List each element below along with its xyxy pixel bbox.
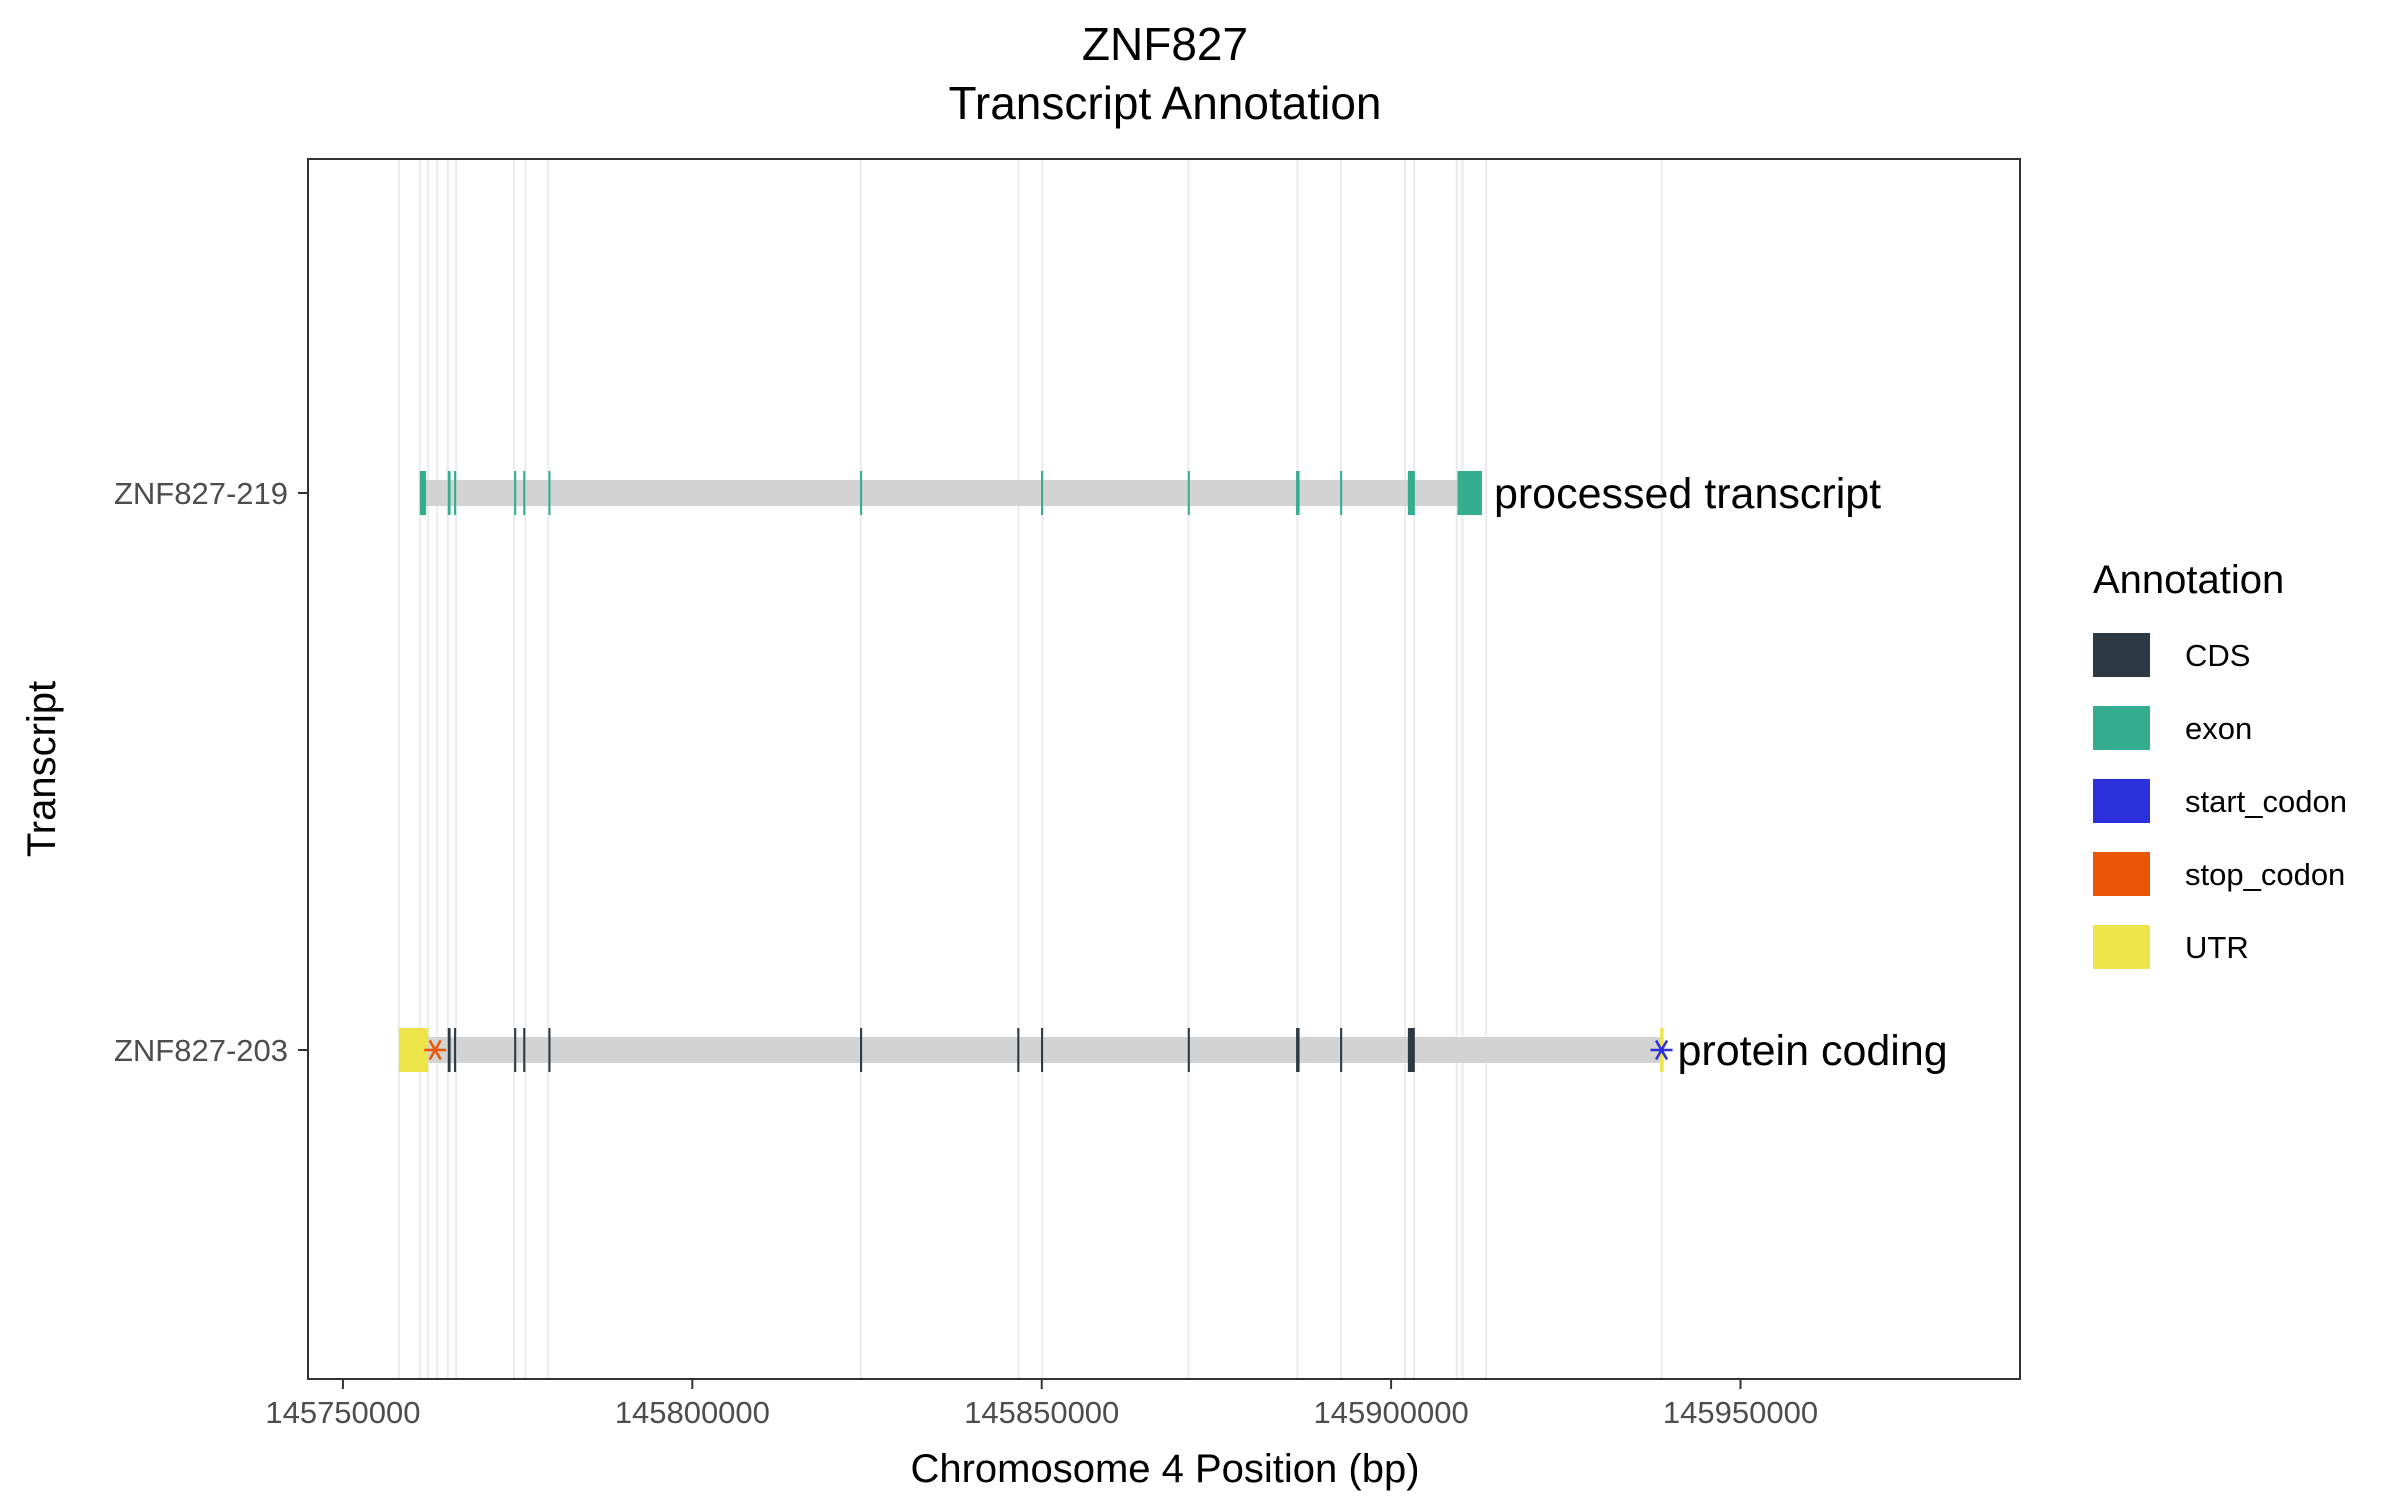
x-tick-label: 145950000 bbox=[1663, 1395, 1818, 1430]
start_codon-marker bbox=[1650, 1039, 1673, 1061]
CDS-block bbox=[447, 1028, 451, 1072]
chart-title-line-2: Transcript Annotation bbox=[949, 77, 1382, 129]
legend-swatch bbox=[2093, 779, 2150, 823]
legend-item-start_codon: start_codon bbox=[2093, 779, 2347, 823]
exon-block bbox=[1457, 471, 1482, 515]
y-axis: ZNF827-219 ZNF827-203 bbox=[114, 476, 308, 1068]
exon-block bbox=[523, 471, 526, 515]
exon-block bbox=[514, 471, 517, 515]
transcript-backbone bbox=[419, 480, 1482, 506]
CDS-block bbox=[1407, 1028, 1415, 1072]
legend-label: CDS bbox=[2185, 638, 2250, 673]
exon-block bbox=[1407, 471, 1415, 515]
exon-block bbox=[447, 471, 451, 515]
exon-block bbox=[419, 471, 427, 515]
CDS-block bbox=[548, 1028, 551, 1072]
biotype-label: protein coding bbox=[1678, 1027, 1948, 1075]
exon-block bbox=[1340, 471, 1343, 515]
exon-block bbox=[1041, 471, 1044, 515]
vertical-grid-lines bbox=[397, 159, 1663, 1379]
plot-panel-background bbox=[308, 159, 2020, 1379]
legend-title: Annotation bbox=[2093, 558, 2284, 602]
legend: Annotation CDS exon start_codon stop_codon U… bbox=[2093, 558, 2347, 969]
exon-block bbox=[1296, 471, 1300, 515]
CDS-block bbox=[523, 1028, 526, 1072]
legend-swatch bbox=[2093, 706, 2150, 750]
stop_codon-marker bbox=[424, 1039, 447, 1061]
legend-item-CDS: CDS bbox=[2093, 633, 2250, 677]
exon-block bbox=[860, 471, 863, 515]
transcript-track-ZNF827-219: processed transcript bbox=[419, 470, 1881, 518]
CDS-block bbox=[1041, 1028, 1044, 1072]
CDS-block bbox=[514, 1028, 517, 1072]
x-tick-label: 145800000 bbox=[615, 1395, 770, 1430]
legend-label: stop_codon bbox=[2185, 857, 2345, 892]
biotype-label: processed transcript bbox=[1494, 470, 1881, 518]
legend-label: start_codon bbox=[2185, 784, 2347, 819]
x-axis: 145750000 145800000 145850000 145900000 1459… bbox=[265, 1379, 1818, 1430]
y-tick-label: ZNF827-203 bbox=[114, 1033, 288, 1068]
legend-label: exon bbox=[2185, 711, 2252, 746]
legend-item-exon: exon bbox=[2093, 706, 2252, 750]
transcript-tracks: processed transcript protein coding bbox=[398, 470, 1948, 1075]
y-axis-title: Transcript bbox=[20, 681, 64, 857]
plot-panel-border bbox=[307, 158, 2021, 1380]
legend-item-UTR: UTR bbox=[2093, 925, 2249, 969]
legend-swatch bbox=[2093, 633, 2150, 677]
y-tick-label: ZNF827-219 bbox=[114, 476, 288, 511]
exon-block bbox=[1187, 471, 1190, 515]
x-tick-label: 145850000 bbox=[964, 1395, 1119, 1430]
CDS-block bbox=[1017, 1028, 1020, 1072]
x-tick-label: 145750000 bbox=[265, 1395, 420, 1430]
x-axis-title: Chromosome 4 Position (bp) bbox=[910, 1447, 1419, 1491]
CDS-block bbox=[454, 1028, 457, 1072]
transcript-track-ZNF827-203: protein coding bbox=[398, 1027, 1948, 1075]
UTR-block bbox=[398, 1028, 429, 1072]
legend-item-stop_codon: stop_codon bbox=[2093, 852, 2345, 896]
x-tick-label: 145900000 bbox=[1314, 1395, 1469, 1430]
exon-block bbox=[454, 471, 457, 515]
CDS-block bbox=[1296, 1028, 1300, 1072]
chart-title-line-1: ZNF827 bbox=[1082, 18, 1248, 70]
legend-swatch bbox=[2093, 925, 2150, 969]
legend-swatch bbox=[2093, 852, 2150, 896]
legend-label: UTR bbox=[2185, 930, 2249, 965]
CDS-block bbox=[1340, 1028, 1343, 1072]
exon-block bbox=[548, 471, 551, 515]
transcript-backbone bbox=[398, 1037, 1664, 1063]
CDS-block bbox=[1187, 1028, 1190, 1072]
CDS-block bbox=[860, 1028, 863, 1072]
